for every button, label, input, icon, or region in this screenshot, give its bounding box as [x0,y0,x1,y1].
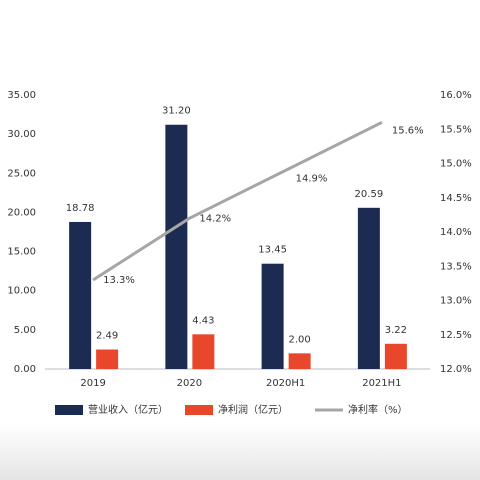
bar [165,124,188,370]
y2-tick-label: 16.0% [440,90,472,101]
line-label: 13.3% [103,275,135,286]
bar-label: 3.22 [385,325,407,336]
bar-label: 13.45 [258,245,287,256]
y-tick-label: 20.00 [7,207,36,218]
x-tick-label: 2020H1 [266,378,305,389]
legend-swatch [185,405,213,415]
line-label: 14.9% [296,173,328,184]
y2-tick-label: 15.5% [440,124,472,135]
y-tick-label: 25.00 [7,168,36,179]
bar [261,263,284,369]
bar [192,334,215,369]
y-tick-label: 5.00 [14,325,36,336]
legend-label: 营业收入（亿元） [88,403,168,416]
y2-tick-label: 13.0% [440,296,472,307]
bar [288,353,311,369]
bar-label: 2.00 [288,334,310,345]
y2-tick-label: 12.0% [440,364,472,375]
y2-tick-label: 15.0% [440,159,472,170]
y2-tick-label: 13.5% [440,261,472,272]
legend-label: 净利率（%） [348,403,408,416]
y-tick-label: 15.00 [7,247,36,258]
y-tick-label: 0.00 [14,364,36,375]
bar-label: 2.49 [96,331,118,342]
legend-swatch [55,405,83,415]
legend-label: 净利润（亿元） [218,403,288,416]
x-tick-label: 2021H1 [362,378,401,389]
y2-tick-label: 14.5% [440,193,472,204]
x-tick-label: 2019 [80,378,105,389]
y2-tick-label: 14.0% [440,227,472,238]
y-tick-label: 10.00 [7,286,36,297]
bar-label: 18.78 [66,203,95,214]
y2-tick-label: 12.5% [440,330,472,341]
bar-label: 20.59 [355,189,384,200]
line-label: 14.2% [199,213,231,224]
bar-label: 4.43 [192,315,214,326]
line-label: 15.6% [392,125,424,136]
background-fade [0,425,480,480]
bar [69,221,92,369]
x-tick-label: 2020 [177,378,202,389]
y-tick-label: 30.00 [7,129,36,140]
y-tick-label: 35.00 [7,90,36,101]
bar [384,343,407,369]
bar-label: 31.20 [162,106,191,117]
bar [357,207,380,369]
line [92,121,383,282]
bar [96,349,119,369]
